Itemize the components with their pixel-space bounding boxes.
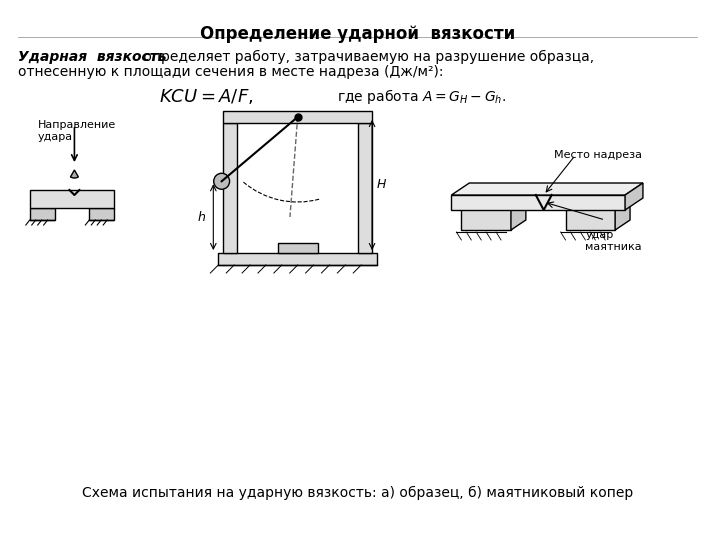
Bar xyxy=(218,253,377,265)
Polygon shape xyxy=(565,190,630,200)
Text: удар
маятника: удар маятника xyxy=(585,230,642,252)
Bar xyxy=(30,190,114,208)
Polygon shape xyxy=(462,200,511,230)
Text: отнесенную к площади сечения в месте надреза (Дж/м²):: отнесенную к площади сечения в месте над… xyxy=(18,65,444,79)
Bar xyxy=(89,208,114,220)
Polygon shape xyxy=(565,200,615,230)
Text: Направление
удара: Направление удара xyxy=(37,120,116,141)
Polygon shape xyxy=(625,183,643,210)
Polygon shape xyxy=(615,190,630,230)
Text: Определение ударной  вязкости: Определение ударной вязкости xyxy=(199,25,515,43)
Text: определяет работу, затрачиваемую на разрушение образца,: определяет работу, затрачиваемую на разр… xyxy=(139,50,594,64)
Text: H: H xyxy=(377,179,387,192)
Text: где работа $A = G_H - G_h.$: где работа $A = G_H - G_h.$ xyxy=(338,87,507,106)
Circle shape xyxy=(214,173,230,190)
Bar xyxy=(223,123,237,253)
Bar xyxy=(30,208,55,220)
Polygon shape xyxy=(451,195,625,210)
Polygon shape xyxy=(462,190,526,200)
Text: $KCU = A/ F,$: $KCU = A/ F,$ xyxy=(158,87,253,106)
Wedge shape xyxy=(71,170,78,178)
Text: Схема испытания на ударную вязкость: а) образец, б) маятниковый копер: Схема испытания на ударную вязкость: а) … xyxy=(81,486,633,500)
Polygon shape xyxy=(451,183,643,195)
Text: Ударная  вязкость: Ударная вязкость xyxy=(18,50,166,64)
Text: h: h xyxy=(197,211,205,224)
Text: Место надреза: Место надреза xyxy=(554,150,642,160)
Bar xyxy=(278,243,318,253)
Bar xyxy=(223,111,372,123)
Polygon shape xyxy=(511,190,526,230)
Bar xyxy=(358,123,372,253)
